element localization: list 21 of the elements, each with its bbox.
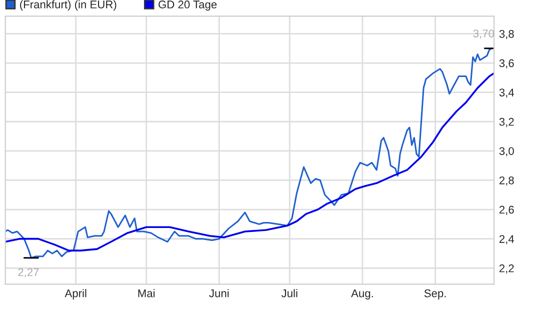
y-tick-label: 2,2 bbox=[499, 264, 514, 274]
line-series bbox=[5, 48, 492, 259]
x-tick-label: Juni bbox=[209, 289, 229, 298]
line-series bbox=[5, 72, 494, 252]
x-tick-label: Mai bbox=[138, 289, 155, 298]
y-tick-label: 3,0 bbox=[499, 147, 514, 156]
y-tick-label: 3,4 bbox=[499, 88, 514, 98]
y-tick-label: 2,4 bbox=[499, 235, 514, 244]
legend-label: (Frankfurt) (in EUR) bbox=[20, 0, 116, 11]
x-tick-label: April bbox=[64, 289, 86, 300]
y-tick-label: 3,8 bbox=[499, 30, 514, 40]
legend-label: GD 20 Tage bbox=[158, 0, 217, 11]
x-tick-label: Juli bbox=[281, 289, 298, 298]
y-tick-label: 3,2 bbox=[499, 118, 514, 128]
y-tick-label: 2,8 bbox=[499, 176, 514, 186]
y-tick-label: 3,6 bbox=[499, 59, 514, 68]
annotation: 3,70 bbox=[473, 30, 494, 39]
annotation: 2,27 bbox=[18, 268, 39, 278]
y-tick-label: 2,6 bbox=[499, 206, 514, 215]
x-tick-label: Aug. bbox=[351, 290, 373, 300]
x-tick-label: Sep. bbox=[424, 289, 446, 300]
